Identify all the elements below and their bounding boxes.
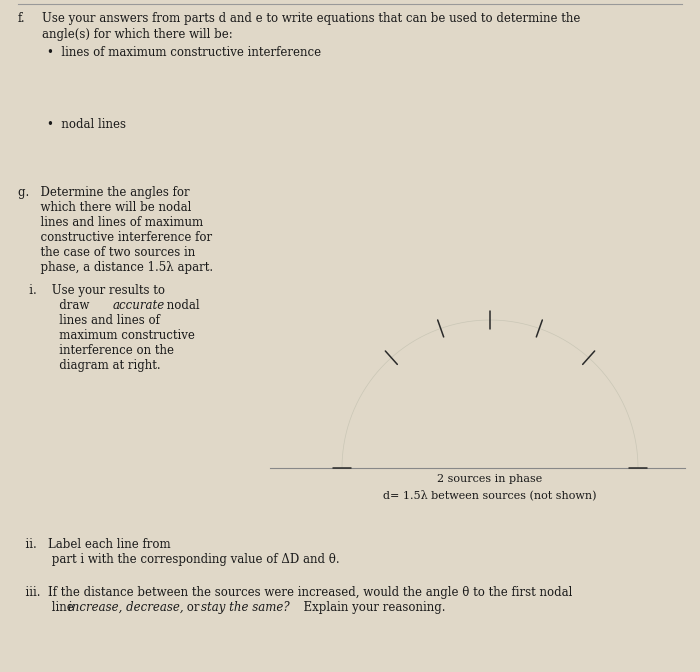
Text: part i with the corresponding value of ΔD and θ.: part i with the corresponding value of Δ… xyxy=(18,553,339,566)
Text: f.: f. xyxy=(18,12,26,25)
Text: Explain your reasoning.: Explain your reasoning. xyxy=(296,601,445,614)
Text: maximum constructive: maximum constructive xyxy=(18,329,195,342)
Text: accurate: accurate xyxy=(113,299,165,312)
Text: •  nodal lines: • nodal lines xyxy=(47,118,126,131)
Text: nodal: nodal xyxy=(163,299,200,312)
Text: draw: draw xyxy=(18,299,93,312)
Text: stay the same?: stay the same? xyxy=(201,601,290,614)
Text: angle(s) for which there will be:: angle(s) for which there will be: xyxy=(42,28,232,41)
Text: 2 sources in phase: 2 sources in phase xyxy=(438,474,542,484)
Text: lines and lines of maximum: lines and lines of maximum xyxy=(18,216,203,229)
Text: iii.  If the distance between the sources were increased, would the angle θ to t: iii. If the distance between the sources… xyxy=(18,586,573,599)
Text: Use your answers from parts d and e to write equations that can be used to deter: Use your answers from parts d and e to w… xyxy=(42,12,580,25)
Text: line: line xyxy=(18,601,78,614)
Text: constructive interference for: constructive interference for xyxy=(18,231,212,244)
Text: which there will be nodal: which there will be nodal xyxy=(18,201,191,214)
Text: g.   Determine the angles for: g. Determine the angles for xyxy=(18,186,190,199)
Text: ii.   Label each line from: ii. Label each line from xyxy=(18,538,171,551)
Text: d= 1.5λ between sources (not shown): d= 1.5λ between sources (not shown) xyxy=(384,490,596,501)
Text: diagram at right.: diagram at right. xyxy=(18,359,160,372)
Text: •  lines of maximum constructive interference: • lines of maximum constructive interfer… xyxy=(47,46,321,59)
Text: i.    Use your results to: i. Use your results to xyxy=(18,284,165,297)
Text: lines and lines of: lines and lines of xyxy=(18,314,160,327)
Text: or: or xyxy=(183,601,203,614)
Text: interference on the: interference on the xyxy=(18,344,174,357)
Text: phase, a distance 1.5λ apart.: phase, a distance 1.5λ apart. xyxy=(18,261,213,274)
Text: the case of two sources in: the case of two sources in xyxy=(18,246,195,259)
Text: increase, decrease,: increase, decrease, xyxy=(68,601,183,614)
